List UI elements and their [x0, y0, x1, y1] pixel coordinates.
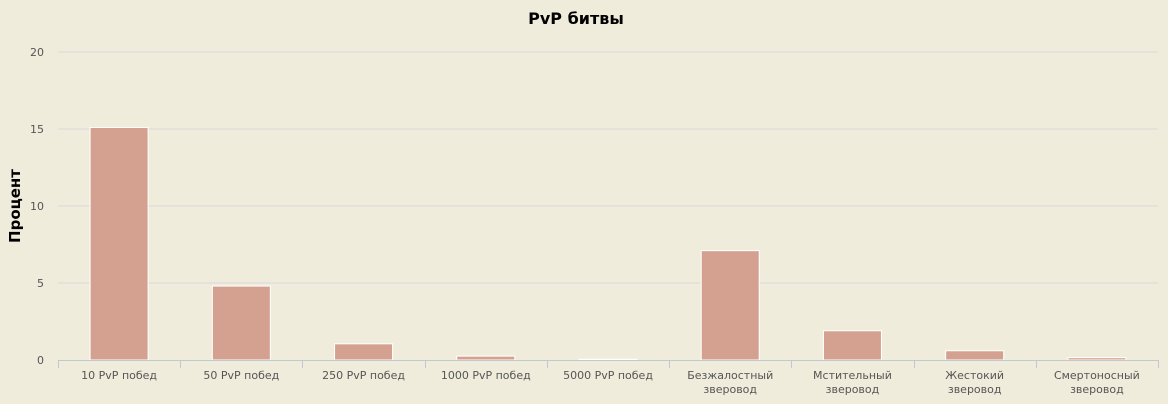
- x-tick-label: 250 PvP побед: [322, 369, 405, 382]
- y-axis-label: Процент: [6, 169, 24, 243]
- x-tick-label: Мстительный зверовод: [813, 369, 892, 396]
- bar[interactable]: [89, 126, 149, 361]
- x-axis-ticks: 10 PvP побед 50 PvP побед 250 PvP побед 100…: [81, 369, 1140, 396]
- bar[interactable]: [456, 355, 516, 361]
- bar[interactable]: [1067, 357, 1127, 361]
- grid-lines: [58, 51, 1158, 284]
- x-tick-label: Безжалостный зверовод: [687, 369, 773, 396]
- bar[interactable]: [211, 285, 271, 361]
- y-tick-label: 0: [37, 354, 44, 367]
- chart-title: PvP битвы: [528, 9, 624, 28]
- bar[interactable]: [822, 330, 882, 361]
- x-tick-label: 1000 PvP побед: [441, 369, 531, 382]
- bar[interactable]: [334, 343, 394, 361]
- bars: [89, 126, 1127, 361]
- y-tick-label: 20: [30, 46, 44, 59]
- x-tick-label: 10 PvP побед: [81, 369, 157, 382]
- x-axis: [58, 360, 1159, 368]
- bar[interactable]: [700, 250, 760, 361]
- bar[interactable]: [945, 350, 1005, 361]
- x-tick-label: Жестокий зверовод: [945, 369, 1004, 396]
- x-tick-label: Смертоносный зверовод: [1054, 369, 1140, 396]
- y-tick-label: 5: [37, 277, 44, 290]
- y-tick-label: 10: [30, 200, 44, 213]
- x-tick-label: 5000 PvP побед: [563, 369, 653, 382]
- y-axis-ticks: 0 5 10 15 20: [30, 46, 44, 367]
- y-tick-label: 15: [30, 123, 44, 136]
- x-tick-label: 50 PvP побед: [203, 369, 279, 382]
